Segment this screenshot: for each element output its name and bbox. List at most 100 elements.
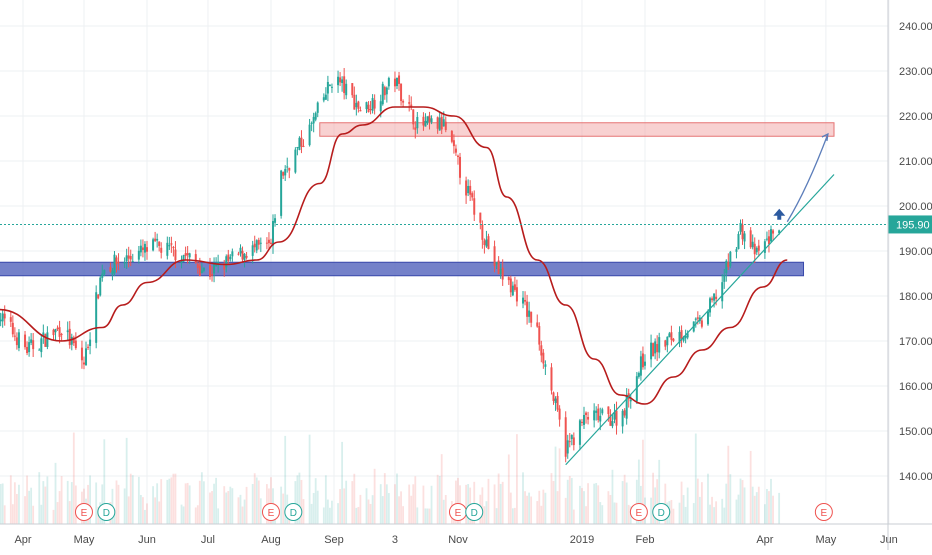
- candle-body: [544, 364, 547, 367]
- volume-bar: [353, 473, 356, 524]
- marker-label: E: [821, 508, 828, 519]
- volume-bar: [538, 490, 541, 524]
- volume-bar: [650, 497, 652, 524]
- candle-body: [188, 253, 191, 258]
- volume-bar: [188, 485, 191, 524]
- volume-bar: [302, 499, 305, 524]
- candle-body: [202, 267, 205, 271]
- volume-bar: [768, 491, 770, 524]
- volume-bar: [698, 496, 701, 524]
- candle-body: [13, 335, 16, 337]
- volume-bar: [725, 483, 728, 524]
- volume-bar: [310, 503, 313, 524]
- candle-body: [265, 242, 268, 244]
- volume-bar: [174, 473, 177, 524]
- volume-bar: [536, 501, 539, 524]
- candle-body: [225, 256, 228, 268]
- trendline: [565, 174, 835, 466]
- candle-body: [80, 347, 83, 361]
- candle-body: [208, 265, 211, 277]
- candle-body: [513, 284, 516, 290]
- candle-body: [145, 247, 148, 252]
- volume-bar: [587, 483, 589, 524]
- candle-body: [0, 319, 2, 322]
- candle-body: [1, 313, 4, 322]
- candle-body: [367, 104, 370, 113]
- candle-body: [44, 334, 47, 347]
- volume-bar: [593, 483, 596, 524]
- candle-body: [184, 253, 187, 257]
- volume-bar: [664, 483, 667, 524]
- y-tick-label: 220.00: [899, 111, 932, 123]
- candle-body: [769, 229, 772, 242]
- volume-bar: [68, 501, 71, 524]
- volume-bar: [351, 481, 354, 524]
- marker-circle: [284, 503, 303, 521]
- candle-body: [316, 102, 319, 113]
- candle-body: [536, 322, 539, 327]
- candle-body: [408, 102, 411, 104]
- candle-body: [296, 147, 299, 149]
- marker-circle: [465, 503, 484, 521]
- candle-body: [345, 83, 348, 96]
- candle-body: [643, 361, 646, 366]
- marker-label: D: [471, 508, 478, 519]
- candle-body: [444, 121, 447, 131]
- candle-body: [414, 127, 417, 130]
- candle-body: [426, 116, 429, 123]
- volume-bar: [635, 479, 638, 524]
- candle-body: [308, 124, 311, 146]
- volume-bar: [95, 482, 98, 524]
- candle-body: [302, 145, 305, 147]
- volume-bar: [607, 491, 610, 524]
- volume-bar: [270, 477, 272, 524]
- volume-bar: [3, 505, 6, 524]
- volume-bar: [343, 488, 346, 524]
- volume-bar: [158, 501, 161, 524]
- candle-body: [300, 137, 303, 147]
- volume-bar: [739, 478, 742, 524]
- volume-bar: [144, 509, 146, 524]
- x-tick-label: Jul: [201, 534, 215, 546]
- volume-bar: [54, 462, 57, 524]
- candle-body: [515, 287, 518, 302]
- volume-bar: [245, 486, 248, 524]
- volume-bar: [198, 480, 201, 524]
- candle-body: [28, 342, 31, 353]
- candle-body: [253, 243, 256, 248]
- volume-bar: [511, 508, 514, 524]
- candle-body: [245, 255, 248, 258]
- volume-bar: [217, 508, 220, 524]
- volume-bar: [186, 482, 189, 524]
- candle-body: [170, 243, 173, 245]
- candle-body: [595, 410, 598, 413]
- candle-body: [174, 249, 177, 261]
- volume-bar: [308, 434, 311, 524]
- candle-body: [765, 238, 768, 240]
- x-tick-label: Apr: [756, 534, 773, 546]
- last-price-label: 195.90: [896, 219, 930, 231]
- volume-bar: [672, 508, 675, 524]
- candle-body: [639, 356, 642, 376]
- volume-bar: [440, 454, 443, 524]
- volume-bar: [194, 507, 197, 524]
- volume-bar: [770, 478, 772, 524]
- volume-bar: [414, 476, 417, 524]
- volume-bar: [129, 473, 132, 524]
- volume-bar: [32, 505, 35, 524]
- support-zone: [0, 261, 805, 277]
- volume-bar: [737, 494, 740, 524]
- volume-bar: [566, 479, 569, 524]
- candle-body: [469, 185, 472, 195]
- last-price-badge: [888, 215, 932, 234]
- candle-body: [422, 116, 425, 126]
- marker-label: D: [658, 508, 665, 519]
- volume-bar: [457, 477, 459, 524]
- volume-bar: [227, 491, 230, 524]
- y-tick-label: 150.00: [899, 426, 932, 438]
- volume-bar: [44, 486, 47, 524]
- volume-bar: [284, 435, 287, 524]
- volume-bar: [528, 492, 531, 524]
